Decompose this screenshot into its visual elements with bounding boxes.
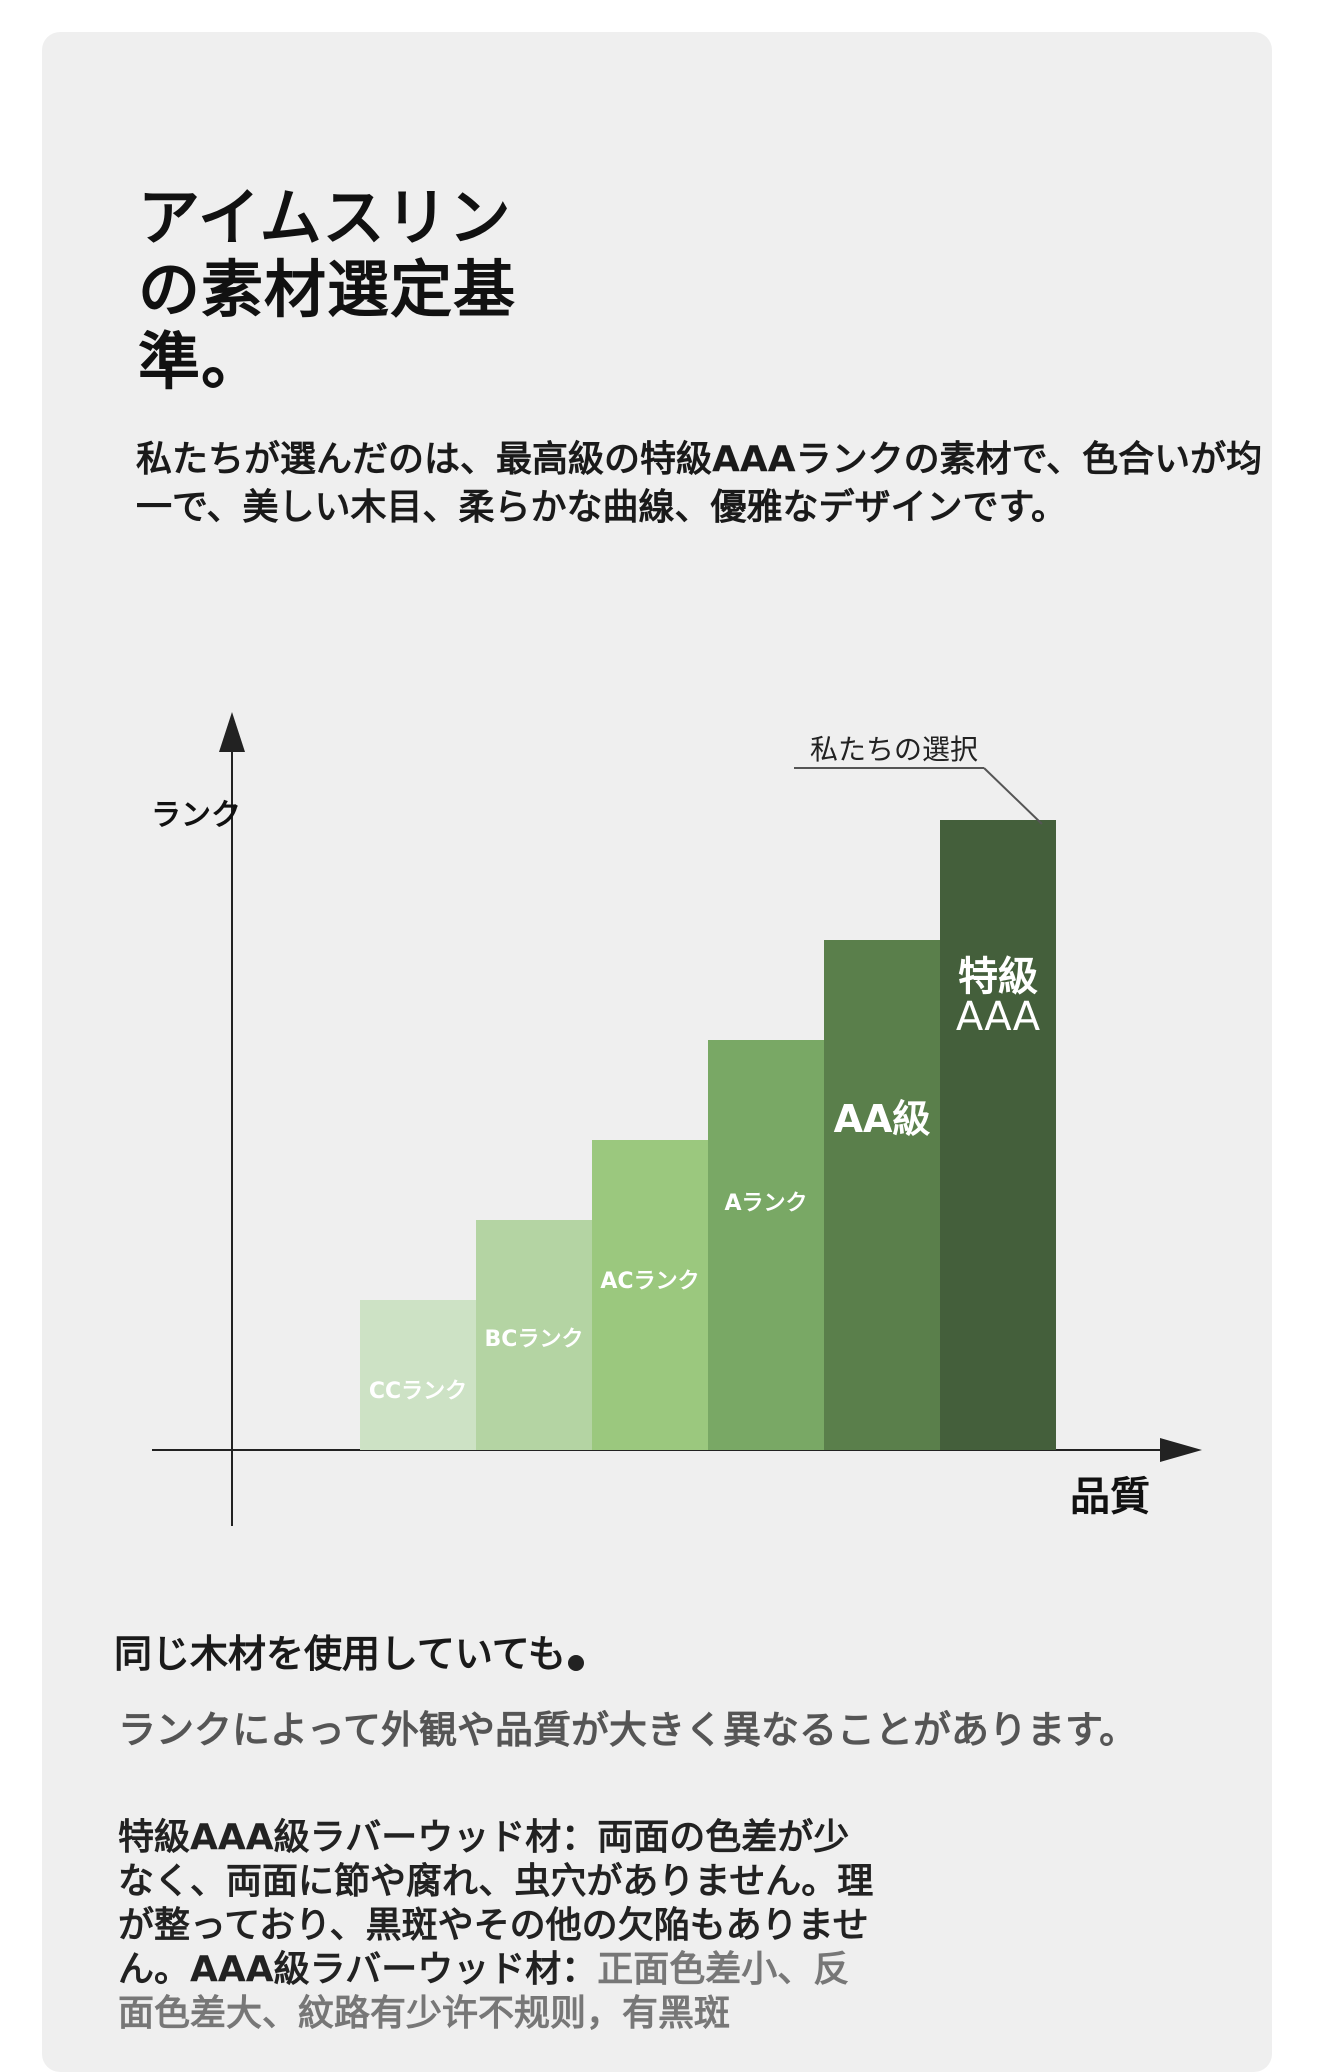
bar-5 [824, 940, 940, 1450]
bar-label-5: AA級 [834, 1097, 931, 1141]
comma-mark-icon [567, 1655, 584, 1671]
bar-label-1: CCランク [369, 1379, 467, 1404]
bar-label-3: ACランク [600, 1269, 699, 1294]
y-axis-arrow-icon [219, 712, 245, 752]
intro-paragraph: 私たちが選んだのは、最高級の特級AAAランクの素材で、色合いが均一で、美しい木目… [136, 439, 1263, 528]
grade-detail-text: 特級AAA級ラバーウッド材：両面の色差が少なく、両面に節や腐れ、虫穴がありません… [118, 1817, 874, 1990]
annotation-pointer [983, 767, 1043, 825]
bar-3 [592, 1140, 708, 1450]
annotation-label: 私たちの選択 [810, 733, 978, 766]
grade-detail: 特級AAA級ラバーウッド材：両面の色差が少なく、両面に節や腐れ、虫穴がありません… [118, 1816, 878, 2036]
note-line-1-text: 同じ木材を使用していても [114, 1632, 566, 1676]
bar-1 [360, 1300, 476, 1450]
bar-group: CCランク BCランク ACランク Aランク AA級 特級 AAA [360, 820, 1056, 1450]
x-axis-arrow-icon [1160, 1438, 1202, 1462]
bar-label-6: 特級 AAA [956, 954, 1041, 1040]
bar-label-2: BCランク [485, 1327, 584, 1352]
bar-2 [476, 1220, 592, 1450]
page-title: アイムスリンの素材選定基準。 [138, 181, 517, 398]
x-axis-label: 品質 [1070, 1474, 1150, 1520]
content-card: アイムスリンの素材選定基準。 私たちが選んだのは、最高級の特級AAAランクの素材… [42, 32, 1272, 2072]
rank-quality-chart: ランク 品質 CCランク BCランク ACランク Aランク AA級 特級 AAA 私たちの選… [151, 712, 1202, 1526]
bar-6 [940, 820, 1056, 1450]
grade-detail-more: 正面色差小、反面色差大、紋路有少许不规则，有黑斑 [118, 1949, 850, 2034]
note-line-2: ランクによって外観や品質が大きく異なることがあります。 [118, 1708, 1138, 1752]
bar-4 [708, 1040, 824, 1450]
bar-label-4: Aランク [724, 1191, 807, 1216]
y-axis-label: ランク [151, 798, 241, 833]
note-line-1: 同じ木材を使用していても [114, 1628, 584, 1680]
